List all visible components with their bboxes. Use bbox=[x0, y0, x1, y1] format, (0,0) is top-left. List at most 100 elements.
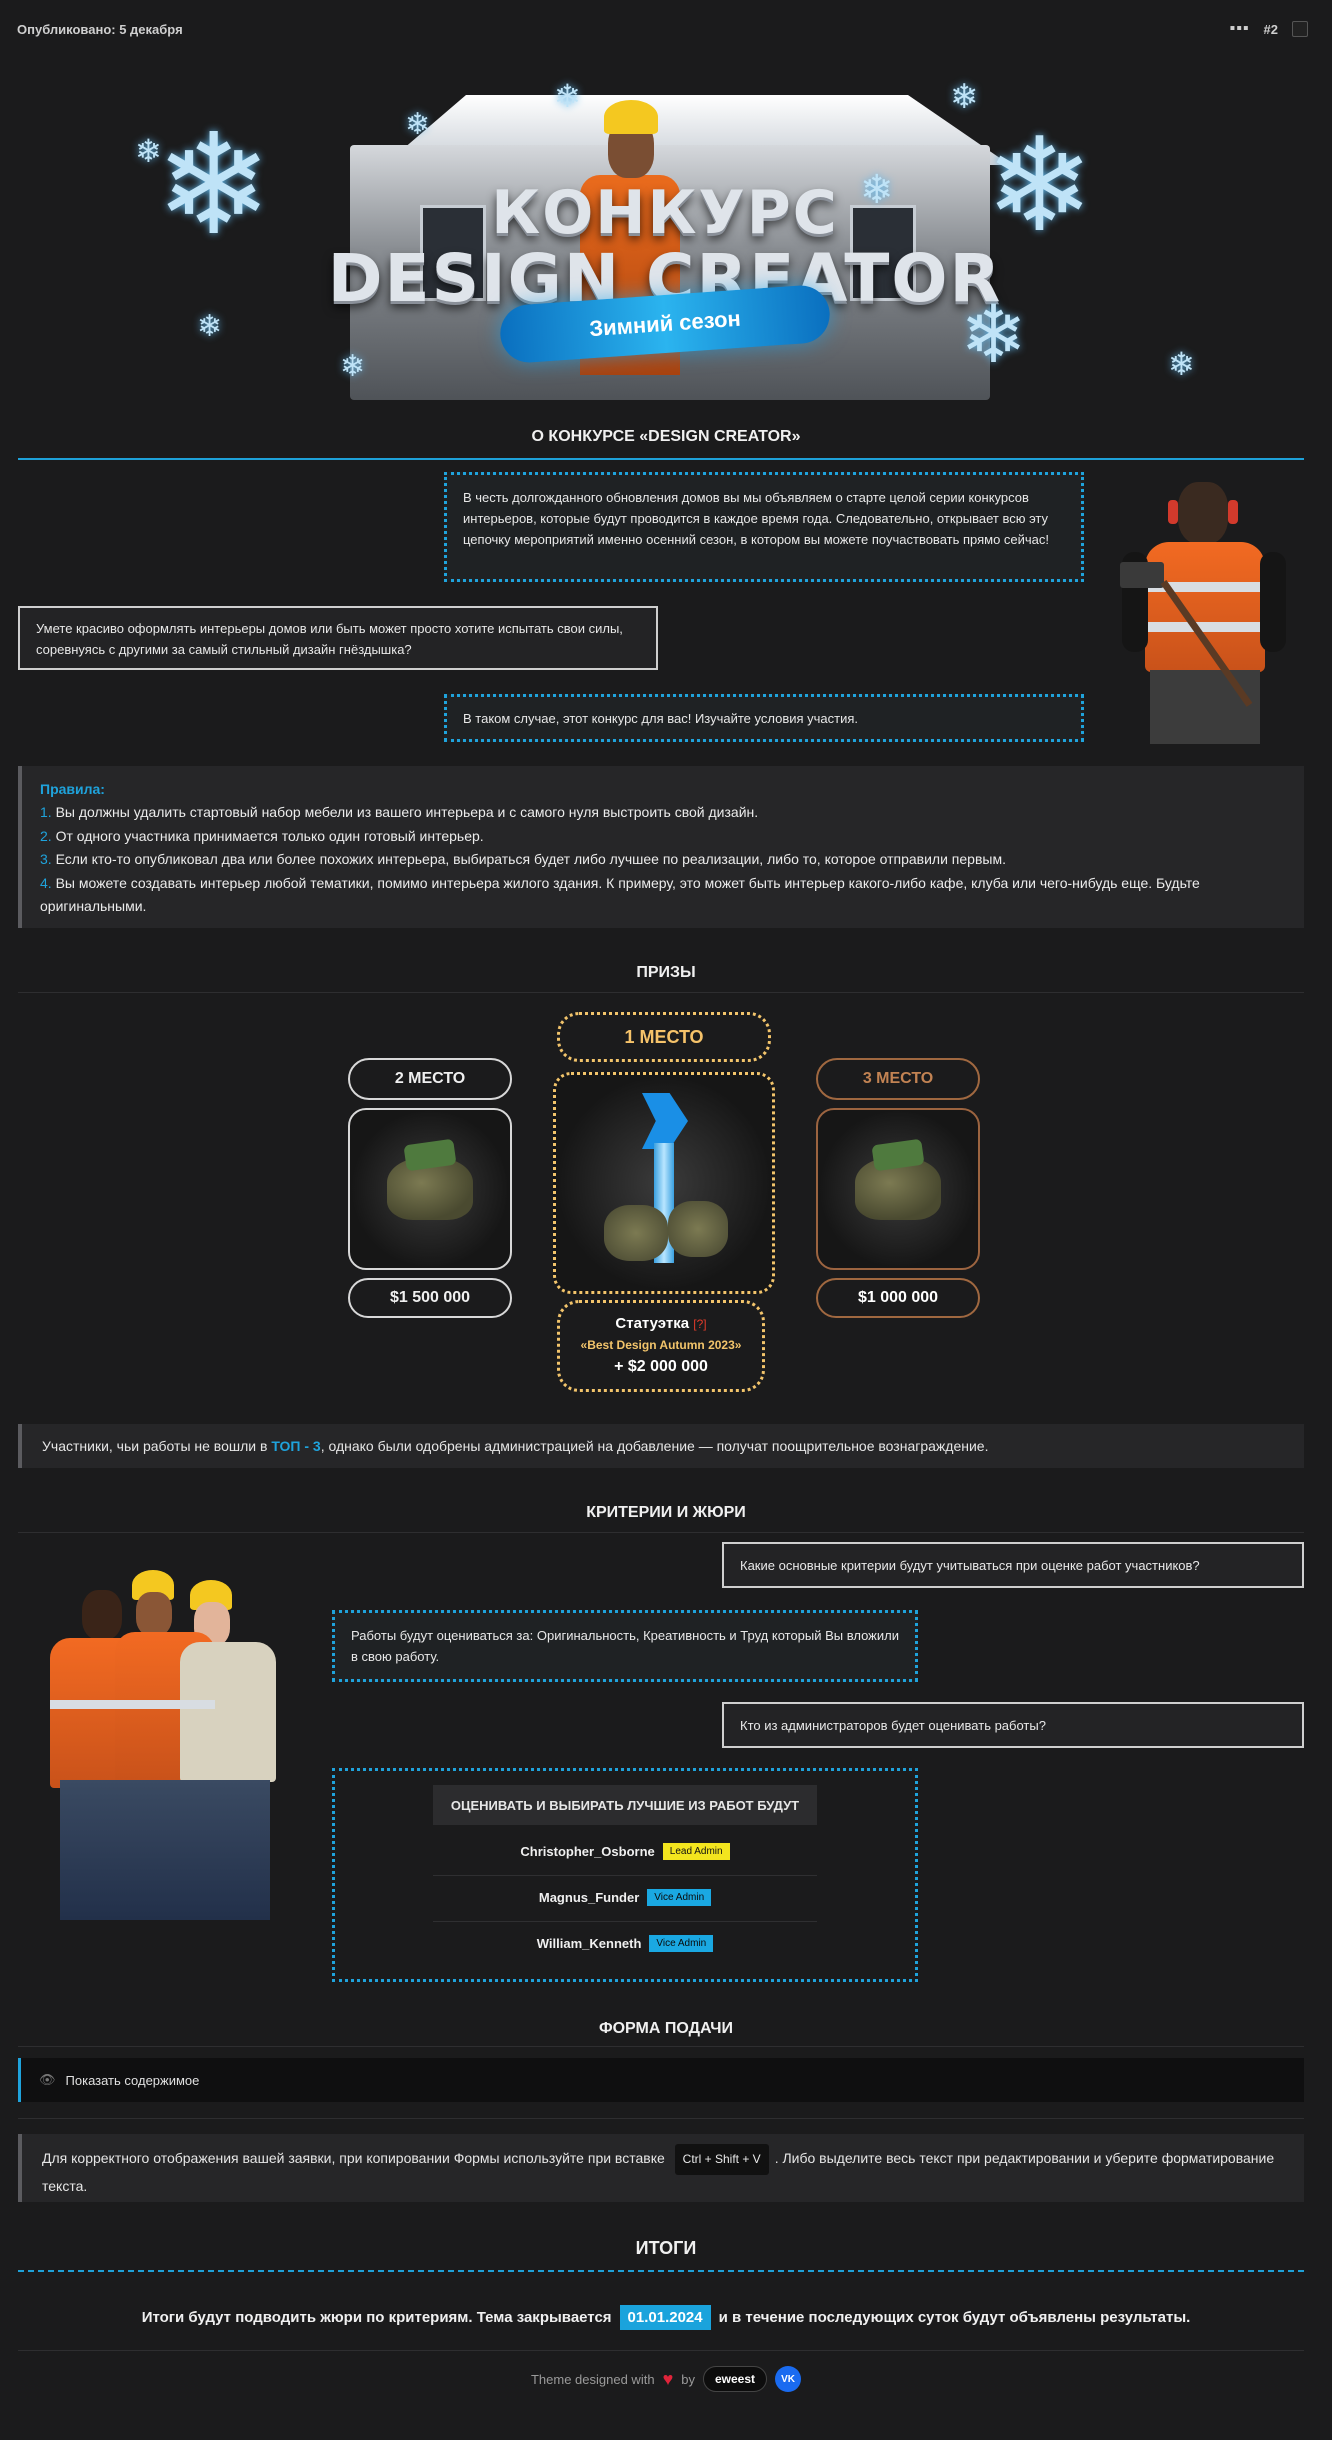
third-place-prize: $1 000 000 bbox=[816, 1278, 980, 1318]
jury-member-name[interactable]: Magnus_Funder bbox=[538, 1889, 640, 1905]
banner-window bbox=[420, 205, 486, 301]
about-section-title: О КОНКУРСЕ «DESIGN CREATOR» bbox=[531, 428, 801, 445]
criteria-divider bbox=[18, 1532, 1304, 1533]
rule-item: 3. Если кто-то опубликовал два или более… bbox=[40, 848, 1286, 872]
select-post-checkbox[interactable] bbox=[1292, 21, 1308, 37]
jury-member: Magnus_Funder Vice Admin bbox=[433, 1883, 817, 1911]
form-paste-note: Для корректного отображения вашей заявки… bbox=[18, 2134, 1304, 2202]
footer-divider bbox=[18, 2350, 1304, 2351]
rule-text: Если кто-то опубликовал два или более по… bbox=[55, 851, 1006, 867]
close-date-badge: 01.01.2024 bbox=[619, 2305, 711, 2330]
eye-icon: 👁 bbox=[39, 2072, 56, 2087]
snowflake-icon: ❄ bbox=[554, 78, 581, 114]
rule-number: 1. bbox=[40, 804, 52, 820]
form-section-title: ФОРМА ПОДАЧИ bbox=[598, 2020, 734, 2037]
third-place-card bbox=[816, 1108, 980, 1270]
rules-title: Правила: bbox=[40, 781, 105, 797]
third-place-label: 3 МЕСТО bbox=[816, 1058, 980, 1100]
worker-hammer-illustration bbox=[1110, 482, 1300, 744]
jury-role-badge: Lead Admin bbox=[662, 1842, 730, 1860]
banner-window bbox=[850, 205, 916, 301]
author-link[interactable]: eweest bbox=[702, 2366, 768, 2392]
first-place-prize: Статуэтка [?] «Best Design Autumn 2023» … bbox=[557, 1300, 765, 1392]
rule-item: 4. Вы можете создавать интерьер любой те… bbox=[40, 872, 1286, 919]
jury-divider bbox=[433, 1921, 817, 1922]
rule-number: 4. bbox=[40, 874, 52, 891]
first-place-money: + $2 000 000 bbox=[614, 1358, 708, 1375]
criteria-section-title: КРИТЕРИИ И ЖЮРИ bbox=[586, 1504, 746, 1521]
statue-label-row: Статуэтка [?] bbox=[560, 1315, 762, 1332]
rule-number: 2. bbox=[40, 827, 52, 844]
form-divider-2 bbox=[18, 2118, 1304, 2119]
prizes-divider bbox=[18, 992, 1304, 993]
theme-footer: Theme designed with ♥ by eweest VK bbox=[0, 2366, 1332, 2392]
statue-name: «Best Design Autumn 2023» bbox=[580, 1338, 742, 1352]
first-place-label: 1 МЕСТО bbox=[557, 1012, 771, 1062]
second-place-prize: $1 500 000 bbox=[348, 1278, 512, 1318]
snowflake-icon: ❄ bbox=[950, 78, 979, 116]
banner-worker-helmet bbox=[604, 100, 658, 134]
results-divider bbox=[18, 2270, 1304, 2272]
post-number-link[interactable]: #2 bbox=[1263, 21, 1278, 37]
encouragement-note: Участники, чьи работы не вошли в ТОП - 3… bbox=[18, 1424, 1304, 1468]
jury-title: ОЦЕНИВАТЬ И ВЫБИРАТЬ ЛУЧШИЕ ИЗ РАБОТ БУД… bbox=[433, 1785, 817, 1825]
rule-text: Вы должны удалить стартовый набор мебели… bbox=[55, 804, 759, 820]
statue-hint-link[interactable]: [?] bbox=[693, 1317, 707, 1331]
jury-member-name[interactable]: William_Kenneth bbox=[536, 1935, 642, 1951]
note-text-before: Участники, чьи работы не вошли в bbox=[42, 1438, 268, 1454]
about-bubble-1: В честь долгожданного обновления домов в… bbox=[444, 472, 1084, 582]
criteria-question-2: Кто из администраторов будет оценивать р… bbox=[722, 1702, 1304, 1748]
jury-role-badge: Vice Admin bbox=[647, 1888, 712, 1906]
note-highlight: ТОП - 3 bbox=[271, 1438, 321, 1454]
first-place-card bbox=[553, 1072, 775, 1294]
about-bubble-3: В таком случае, этот конкурс для вас! Из… bbox=[444, 694, 1084, 742]
rule-text: От одного участника принимается только о… bbox=[55, 827, 484, 844]
snowflake-icon: ❄ bbox=[860, 168, 894, 212]
paste-note-before: Для корректного отображения вашей заявки… bbox=[42, 2150, 669, 2166]
more-icon[interactable]: ▪▪▪ bbox=[1229, 20, 1250, 37]
results-text-after: и в течение последующих суток будут объя… bbox=[718, 2309, 1191, 2326]
rule-text: Вы можете создавать интерьер любой темат… bbox=[40, 874, 1200, 915]
results-text-before: Итоги будут подводить жюри по критериям.… bbox=[141, 2309, 612, 2326]
about-bubble-2: Умете красиво оформлять интерьеры домов … bbox=[18, 606, 658, 670]
footer-designed-text: Theme designed with bbox=[530, 2371, 655, 2387]
jury-member: Christopher_Osborne Lead Admin bbox=[433, 1837, 817, 1865]
spoiler-label: Показать содержимое bbox=[65, 2072, 200, 2088]
money-bag-icon bbox=[387, 1158, 473, 1220]
contest-banner: КОНКУРС DESIGN CREATOR Зимний сезон ❄ ❄ … bbox=[135, 50, 1195, 410]
note-text-after: , однако были одобрены администрацией на… bbox=[320, 1438, 989, 1454]
rule-number: 3. bbox=[40, 851, 52, 867]
post-tools: ▪▪▪ #2 bbox=[1230, 20, 1308, 38]
statue-icon bbox=[594, 1093, 734, 1273]
vk-icon[interactable]: VK bbox=[775, 2366, 802, 2392]
jury-box: ОЦЕНИВАТЬ И ВЫБИРАТЬ ЛУЧШИЕ ИЗ РАБОТ БУД… bbox=[332, 1768, 918, 1982]
paste-shortcut: Ctrl + Shift + V bbox=[674, 2144, 769, 2175]
banner-title-line1: КОНКУРС bbox=[491, 178, 839, 248]
second-place-label: 2 МЕСТО bbox=[348, 1058, 512, 1100]
about-divider bbox=[18, 458, 1304, 460]
rules-box: Правила: 1. Вы должны удалить стартовый … bbox=[18, 766, 1304, 928]
snowflake-icon: ❄ bbox=[197, 310, 223, 343]
results-section-title: ИТОГИ bbox=[635, 2238, 697, 2258]
snowflake-icon: ❄ bbox=[985, 112, 1094, 258]
jury-member-name[interactable]: Christopher_Osborne bbox=[520, 1843, 655, 1859]
snowflake-icon: ❄ bbox=[1168, 346, 1195, 382]
criteria-question-1: Какие основные критерии будут учитыватьс… bbox=[722, 1542, 1304, 1588]
heart-icon: ♥ bbox=[662, 2368, 674, 2389]
form-divider bbox=[18, 2046, 1304, 2047]
money-bag-icon bbox=[855, 1158, 941, 1220]
jury-role-badge: Vice Admin bbox=[649, 1934, 714, 1952]
snowflake-icon: ❄ bbox=[405, 108, 431, 141]
snowflake-icon: ❄ bbox=[340, 350, 366, 383]
criteria-answer-1: Работы будут оцениваться за: Оригинально… bbox=[332, 1610, 918, 1682]
prizes-section-title: ПРИЗЫ bbox=[636, 964, 696, 981]
workers-group-illustration bbox=[20, 1570, 310, 1930]
jury-member: William_Kenneth Vice Admin bbox=[433, 1929, 817, 1957]
results-text: Итоги будут подводить жюри по критериям.… bbox=[0, 2305, 1332, 2330]
statue-label: Статуэтка bbox=[615, 1315, 690, 1332]
snowflake-icon: ❄ bbox=[135, 133, 162, 169]
spoiler-toggle[interactable]: 👁 Показать содержимое bbox=[18, 2058, 1304, 2102]
published-date: Опубликовано: 5 декабря bbox=[17, 22, 183, 37]
rule-item: 1. Вы должны удалить стартовый набор меб… bbox=[40, 801, 1286, 825]
second-place-card bbox=[348, 1108, 512, 1270]
